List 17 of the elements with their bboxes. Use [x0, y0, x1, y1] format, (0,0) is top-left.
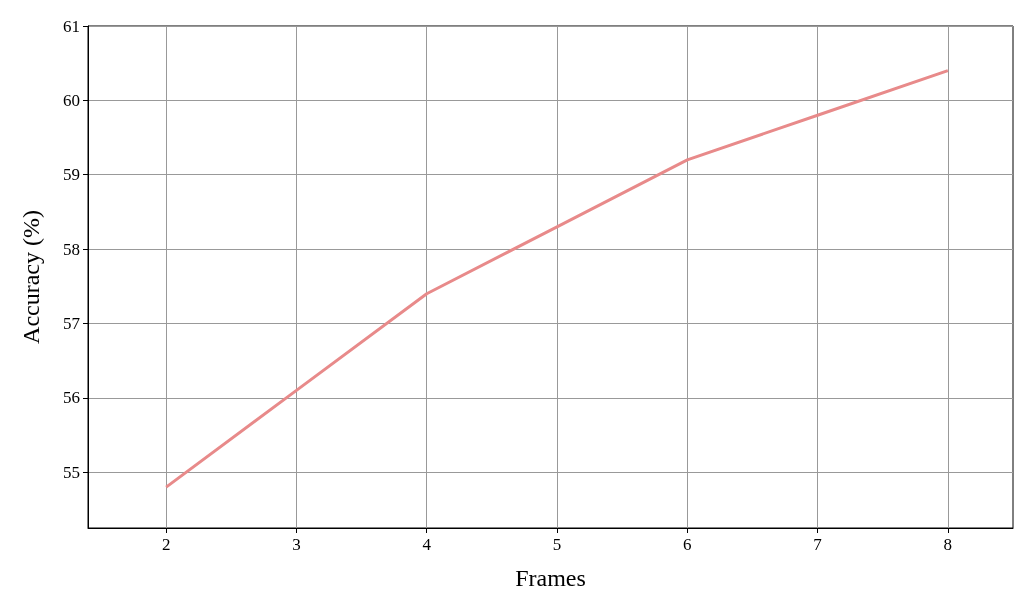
- x-tick-label: 7: [813, 535, 823, 554]
- y-tick-label: 56: [63, 388, 80, 408]
- x-tick-label: 5: [552, 535, 562, 554]
- y-tick-label: 61: [63, 16, 80, 36]
- y-tick-label: 58: [63, 239, 80, 259]
- x-tick-label: 8: [943, 535, 953, 554]
- y-tick-label: 59: [63, 165, 80, 185]
- x-tick-label: 6: [683, 535, 692, 554]
- y-tick-label: 55: [63, 462, 80, 482]
- x-tick-label: 4: [422, 535, 432, 554]
- y-tick-label: 57: [63, 313, 81, 333]
- x-tick-label: 3: [292, 535, 301, 554]
- x-tick-label: 2: [161, 535, 171, 554]
- x-axis-title: Frames: [515, 565, 586, 591]
- y-tick-label: 60: [63, 90, 80, 110]
- line-series: [164, 69, 950, 489]
- y-axis-title: Accuracy (%): [18, 210, 44, 344]
